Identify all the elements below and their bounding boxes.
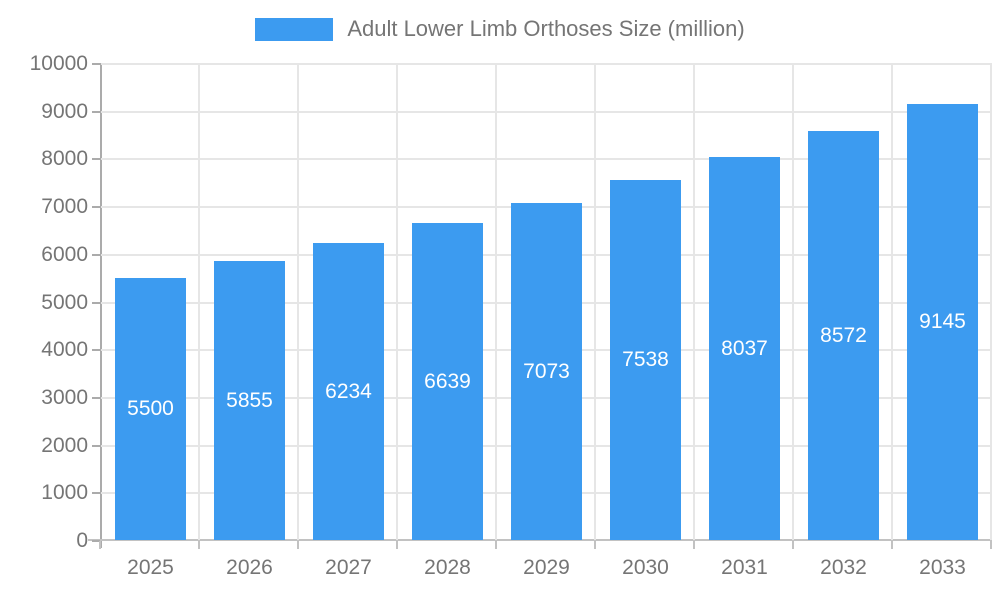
x-tick-label: 2026 xyxy=(226,556,273,579)
x-tick xyxy=(99,541,101,549)
bar-value-label: 7073 xyxy=(523,359,570,383)
x-tick xyxy=(891,541,893,549)
v-gridline xyxy=(594,63,596,540)
x-tick xyxy=(396,541,398,549)
v-gridline xyxy=(693,63,695,540)
x-axis-line xyxy=(88,539,992,541)
h-gridline xyxy=(101,63,992,65)
y-tick-label: 0 xyxy=(76,529,88,552)
x-tick-label: 2033 xyxy=(919,556,966,579)
plot-area: 5500 5855 6234 6639 7073 7538 8037 8572 9145 xyxy=(101,63,992,540)
y-tick xyxy=(92,397,100,399)
legend-label: Adult Lower Limb Orthoses Size (million) xyxy=(347,16,745,41)
v-gridline xyxy=(990,63,992,540)
y-tick xyxy=(92,111,100,113)
bar: 5500 xyxy=(115,278,186,540)
v-gridline xyxy=(396,63,398,540)
y-tick-label: 9000 xyxy=(41,100,88,123)
x-tick-label: 2029 xyxy=(523,556,570,579)
x-tick xyxy=(495,541,497,549)
bar-value-label: 8572 xyxy=(820,323,867,347)
bar: 6639 xyxy=(412,223,483,540)
bar-value-label: 8037 xyxy=(721,336,768,360)
x-tick-label: 2031 xyxy=(721,556,768,579)
y-tick xyxy=(92,158,100,160)
h-gridline xyxy=(101,158,992,160)
bar-value-label: 5500 xyxy=(127,397,174,420)
legend[interactable]: Adult Lower Limb Orthoses Size (million) xyxy=(0,16,1000,42)
y-tick-label: 8000 xyxy=(41,147,88,170)
x-tick-label: 2025 xyxy=(127,556,174,579)
y-tick-label: 7000 xyxy=(41,195,88,218)
legend-swatch xyxy=(255,17,334,41)
y-axis-line xyxy=(100,63,102,548)
y-tick xyxy=(92,206,100,208)
x-tick xyxy=(198,541,200,549)
v-gridline xyxy=(792,63,794,540)
y-tick-label: 10000 xyxy=(29,52,88,75)
bar: 9145 xyxy=(907,104,978,540)
y-tick-label: 1000 xyxy=(41,481,88,504)
x-tick-label: 2030 xyxy=(622,556,669,579)
y-tick-label: 6000 xyxy=(41,243,88,266)
y-tick-label: 3000 xyxy=(41,386,88,409)
bar: 7538 xyxy=(610,180,681,540)
bar-value-label: 6639 xyxy=(424,369,471,393)
y-tick-label: 2000 xyxy=(41,434,88,457)
x-tick xyxy=(297,541,299,549)
v-gridline xyxy=(891,63,893,540)
bar-value-label: 6234 xyxy=(325,379,372,403)
x-tick-label: 2032 xyxy=(820,556,867,579)
bar-value-label: 9145 xyxy=(919,310,966,333)
y-tick xyxy=(92,445,100,447)
y-tick xyxy=(92,254,100,256)
bar: 7073 xyxy=(511,203,582,540)
y-tick xyxy=(92,492,100,494)
bar: 5855 xyxy=(214,261,285,540)
bar: 8572 xyxy=(808,131,879,540)
x-tick xyxy=(990,541,992,549)
v-gridline xyxy=(495,63,497,540)
bar: 6234 xyxy=(313,243,384,540)
x-tick xyxy=(594,541,596,549)
y-tick xyxy=(92,540,100,542)
x-tick-label: 2027 xyxy=(325,556,372,579)
y-tick xyxy=(92,302,100,304)
bar-value-label: 5855 xyxy=(226,388,273,412)
x-tick xyxy=(693,541,695,549)
bar: 8037 xyxy=(709,157,780,540)
x-tick xyxy=(792,541,794,549)
v-gridline xyxy=(198,63,200,540)
y-tick xyxy=(92,349,100,351)
x-tick-label: 2028 xyxy=(424,556,471,579)
y-tick xyxy=(92,63,100,65)
y-tick-label: 5000 xyxy=(41,291,88,314)
h-gridline xyxy=(101,111,992,113)
y-tick-label: 4000 xyxy=(41,338,88,361)
bar-value-label: 7538 xyxy=(622,348,669,371)
v-gridline xyxy=(297,63,299,540)
